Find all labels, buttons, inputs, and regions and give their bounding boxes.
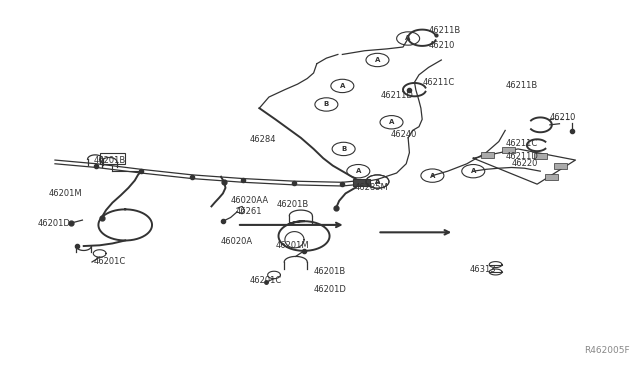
Text: 46201D: 46201D [314, 285, 346, 294]
Text: B: B [341, 146, 346, 152]
Text: 46284: 46284 [250, 135, 276, 144]
FancyBboxPatch shape [353, 179, 371, 186]
FancyBboxPatch shape [534, 153, 547, 159]
Text: 46285M: 46285M [355, 183, 389, 192]
Text: A: A [356, 168, 361, 174]
Text: 46210: 46210 [550, 113, 576, 122]
Text: 46210: 46210 [429, 41, 455, 50]
Text: 46211B: 46211B [429, 26, 461, 35]
Text: 46261: 46261 [236, 208, 262, 217]
Text: 46201M: 46201M [49, 189, 82, 198]
FancyBboxPatch shape [545, 174, 557, 180]
Text: 46211C: 46211C [505, 139, 538, 148]
Text: 46240: 46240 [390, 129, 417, 139]
FancyBboxPatch shape [502, 147, 515, 153]
Text: 46020A: 46020A [221, 237, 253, 246]
FancyBboxPatch shape [554, 163, 567, 169]
Text: 46201B: 46201B [93, 155, 125, 164]
Text: 46211D: 46211D [505, 152, 538, 161]
Text: 46201D: 46201D [38, 219, 70, 228]
Text: 46313: 46313 [470, 265, 497, 274]
Text: 46211D: 46211D [381, 91, 413, 100]
Text: 46020AA: 46020AA [230, 196, 269, 205]
Text: B: B [324, 102, 329, 108]
Text: 46211B: 46211B [505, 81, 538, 90]
Text: A: A [429, 173, 435, 179]
Text: A: A [389, 119, 394, 125]
Text: 46211C: 46211C [422, 78, 454, 87]
Text: A: A [375, 179, 380, 185]
FancyBboxPatch shape [481, 152, 493, 158]
Text: 46201C: 46201C [250, 276, 282, 285]
Text: 46220: 46220 [511, 159, 538, 168]
Text: 46201B: 46201B [314, 267, 346, 276]
Text: A: A [375, 57, 380, 63]
Text: 46201C: 46201C [93, 257, 125, 266]
Text: A: A [406, 35, 411, 42]
Text: A: A [340, 83, 345, 89]
Text: A: A [470, 168, 476, 174]
Text: R462005F: R462005F [584, 346, 630, 355]
Text: 46201M: 46201M [275, 241, 309, 250]
Text: A: A [375, 179, 380, 185]
Text: 46201B: 46201B [276, 200, 309, 209]
